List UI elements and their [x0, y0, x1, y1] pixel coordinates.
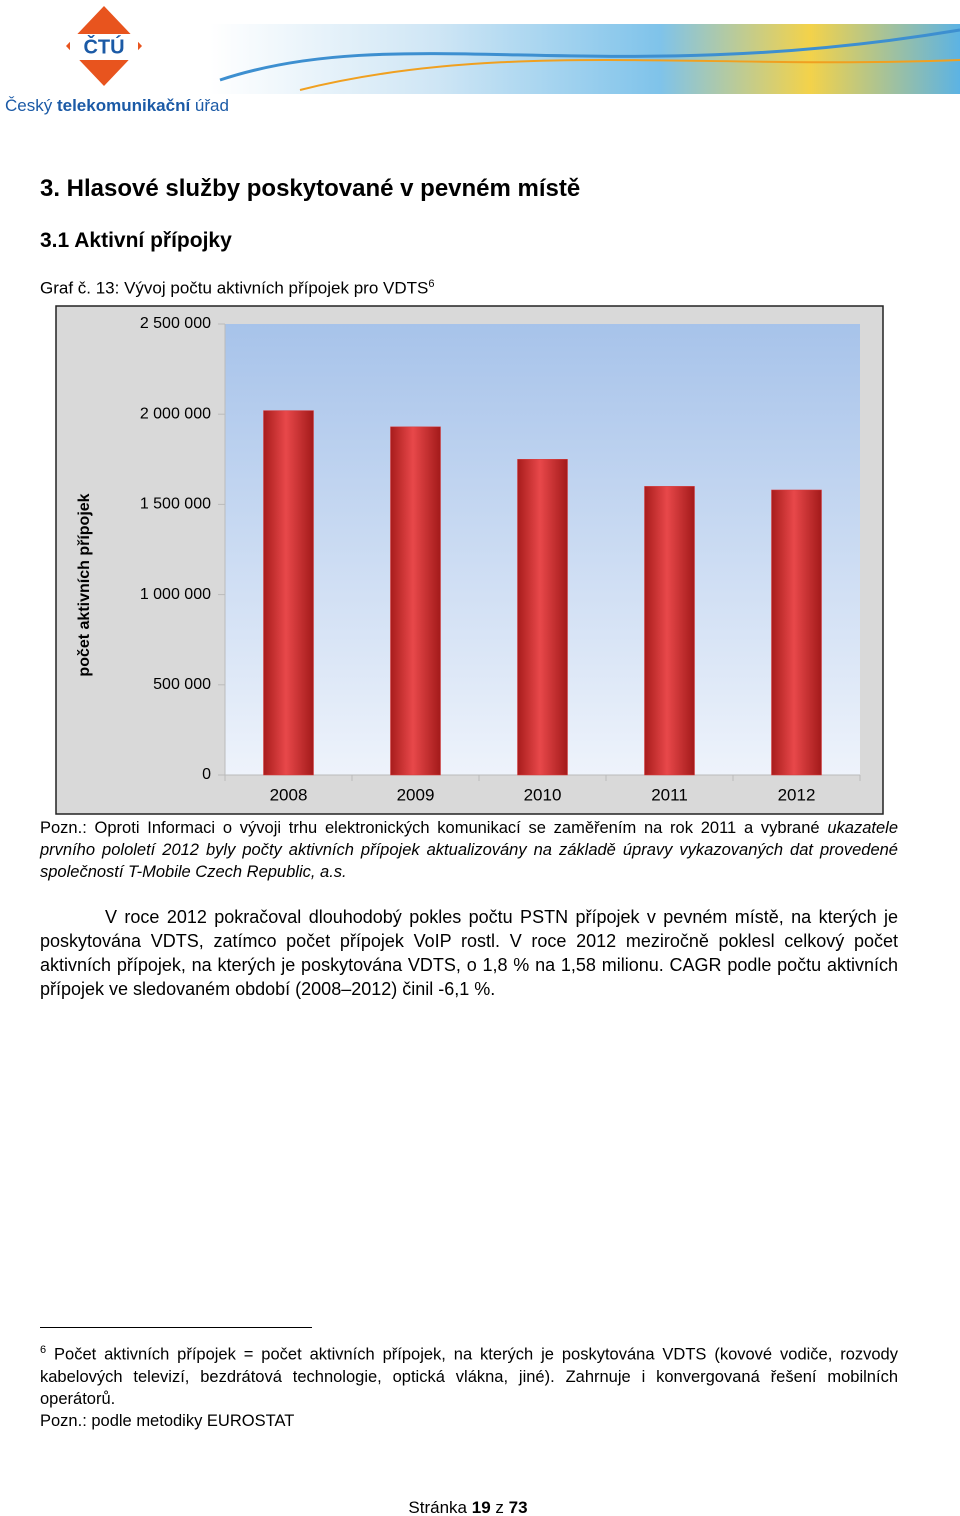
page-number: 19: [471, 1498, 491, 1516]
x-tick-label: 2009: [397, 785, 435, 804]
y-tick-label: 2 500 000: [140, 315, 211, 332]
footer-word: Stránka: [408, 1498, 468, 1516]
note: Pozn.: Oproti Informaci o vývoji trhu el…: [40, 817, 898, 883]
chart: počet aktivních přípojek 0 500 000 1 000 0…: [55, 305, 884, 815]
logo-word: telekomunikační: [57, 96, 191, 115]
note-label: Pozn.:: [40, 819, 87, 837]
subheading: 3.1 Aktivní přípojky: [40, 229, 232, 252]
logo-band: [70, 34, 138, 60]
y-tick-label: 2 000 000: [140, 405, 211, 422]
caption-text: Graf č. 13: Vývoj počtu aktivních přípoj…: [40, 278, 429, 298]
paragraph: V roce 2012 pokračoval dlouhodobý pokles…: [40, 907, 898, 999]
footnote: 6 Počet aktivních přípojek = počet aktiv…: [40, 1339, 898, 1432]
logo-word: úřad: [195, 96, 229, 115]
logo-word: Český: [5, 96, 53, 115]
bar: [644, 486, 695, 776]
footnote-ref: 6: [428, 278, 435, 290]
y-tick-label: 500 000: [153, 676, 211, 693]
footnote-text: Počet aktivních přípojek = počet aktivní…: [40, 1345, 898, 1408]
heading: 3. Hlasové služby poskytované v pevném m…: [40, 175, 581, 202]
footnote-source: Pozn.: podle metodiky EUROSTAT: [40, 1411, 295, 1430]
bar: [771, 489, 822, 776]
bar: [263, 410, 314, 776]
banner-swoosh: [219, 28, 960, 82]
y-tick-label: 1 000 000: [140, 586, 211, 603]
banner-swoosh: [299, 59, 960, 91]
logo-name: Český telekomunikační úřad: [5, 96, 229, 115]
footer-word: z: [495, 1498, 504, 1516]
logo-abbr: ČTÚ: [83, 34, 124, 58]
bar: [517, 459, 568, 776]
x-tick-label: 2010: [524, 785, 562, 804]
y-tick-label: 1 500 000: [140, 496, 211, 513]
x-tick-label: 2008: [270, 785, 308, 804]
x-tick-label: 2012: [778, 785, 816, 804]
note-text-italic: ukazatele prvního pololetí 2012 byly poč…: [40, 819, 898, 881]
footnote-number: 6: [40, 1344, 47, 1356]
caption: Graf č. 13: Vývoj počtu aktivních přípoj…: [40, 278, 434, 299]
note-text: Oproti Informaci o vývoji trhu elektroni…: [94, 819, 820, 837]
bar: [390, 426, 441, 776]
footnote-rule: [40, 1327, 312, 1328]
x-tick-label: 2011: [651, 785, 688, 804]
footer: Stránka 19 z 73: [0, 1498, 936, 1516]
y-axis-title: počet aktivních přípojek: [76, 493, 93, 676]
page-total: 73: [508, 1498, 528, 1516]
header-graphics: ČTÚ Český telekomunikační úřad: [5, 6, 960, 115]
y-tick-label: 0: [202, 766, 211, 783]
